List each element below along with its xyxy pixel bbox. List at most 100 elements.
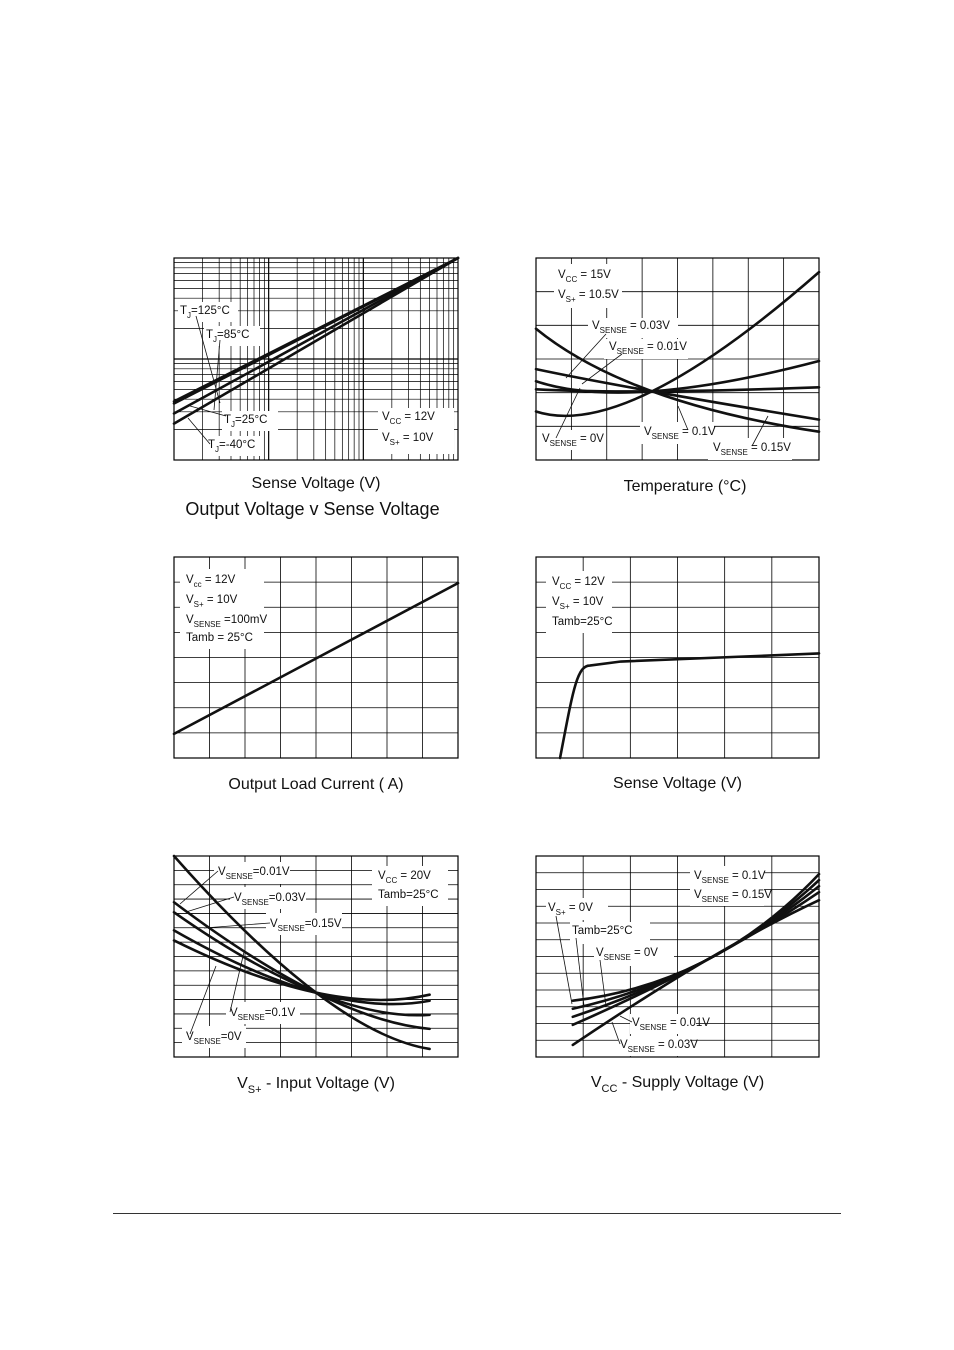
chart-sense-voltage-plot: VCC = 12V VS+ = 10V Tamb=25°C bbox=[535, 556, 821, 760]
chart-3-annotation-0: Vcc = 12V bbox=[186, 574, 236, 589]
chart-6-annotation-0: VS+ = 0V bbox=[548, 902, 593, 917]
chart-5-label-bg-0 bbox=[214, 862, 290, 884]
chart-output-load-current-plot: Vcc = 12V VS+ = 10V VSENSE =100mV Tamb = 25… bbox=[172, 556, 460, 759]
chart-1-label-bg-0 bbox=[178, 302, 238, 322]
chart-2-annotation-1: VS+ = 10.5V bbox=[558, 289, 619, 304]
chart-supply-voltage-plot: VS+ = 0V Tamb=25°C VSENSE = 0V VSENSE = 0.0… bbox=[535, 855, 821, 1058]
chart-6-leader-0 bbox=[555, 915, 573, 1005]
chart-1-series-2-line bbox=[172, 256, 460, 415]
chart-output-load-current: Vcc = 12V VS+ = 10V VSENSE =100mV Tamb = 25… bbox=[172, 556, 460, 759]
chart-4-grid bbox=[535, 556, 820, 759]
chart-5-label-bg-4 bbox=[182, 1026, 246, 1048]
chart-2-series-4-line bbox=[534, 327, 821, 434]
chart-2-annotation-3: VSENSE = 0.01V bbox=[609, 341, 687, 356]
chart-5-annotation-3: VSENSE=0.1V bbox=[230, 1007, 295, 1022]
chart-2-annotation-0: VCC = 15V bbox=[558, 269, 611, 284]
chart-6-annotation-3: VSENSE = 0.01V bbox=[632, 1017, 710, 1032]
chart-3-series-0-line bbox=[172, 581, 460, 736]
chart-2-leader-4 bbox=[751, 415, 769, 447]
chart-6-label-bg-5 bbox=[690, 866, 764, 906]
chart-1-label-bg-2 bbox=[222, 411, 278, 431]
chart-5-label-bg-5 bbox=[372, 866, 448, 906]
chart-temperature-plot: VCC = 15V VS+ = 10.5V VSENSE = 0.03V VSENSE… bbox=[534, 257, 821, 461]
chart-5-leader-2 bbox=[203, 922, 271, 929]
chart-1-annotation-4: VCC = 12V bbox=[382, 411, 435, 426]
chart-temperature: VCC = 15V VS+ = 10.5V VSENSE = 0.03V VSENSE… bbox=[534, 257, 821, 461]
chart-6-annotation-2: VSENSE = 0V bbox=[596, 947, 658, 962]
chart-5-xlabel-main: V bbox=[237, 1075, 248, 1092]
chart-4-annotation-0: VCC = 12V bbox=[552, 576, 605, 591]
chart-1-annotation-1: TJ=85°C bbox=[206, 329, 249, 344]
chart-3-annotation-3: Tamb = 25°C bbox=[186, 632, 253, 644]
chart-5-xlabel-sub: S+ bbox=[247, 1084, 262, 1096]
chart-5-annotation-5: VCC = 20V bbox=[378, 870, 431, 885]
chart-5-leader-3 bbox=[229, 951, 245, 1013]
chart-3-annotation-1: VS+ = 10V bbox=[186, 594, 238, 609]
chart-1-series-1-line bbox=[172, 256, 460, 405]
chart-sense-voltage: VCC = 12V VS+ = 10V Tamb=25°C bbox=[535, 556, 821, 760]
chart-2-annotation-2: VSENSE = 0.03V bbox=[592, 320, 670, 335]
chart-6-label-bg-3 bbox=[630, 1014, 696, 1034]
chart-6-leader-4 bbox=[611, 1021, 621, 1045]
chart-5-leader-0 bbox=[179, 870, 219, 905]
chart-2-label-bg-5 bbox=[708, 438, 792, 460]
chart-6-xlabel: VCC - Supply Voltage (V) bbox=[536, 1074, 819, 1095]
chart-6-leader-1 bbox=[575, 937, 585, 1007]
chart-6-label-bg-1 bbox=[570, 922, 650, 944]
chart-1-leader-3 bbox=[187, 417, 211, 445]
chart-6-label-bg-4 bbox=[618, 1036, 690, 1056]
chart-2-annotation-6: VSENSE = 0.15V bbox=[713, 442, 791, 457]
chart-6-leader-3 bbox=[619, 1015, 633, 1023]
chart-4-series-0-line bbox=[558, 652, 821, 760]
chart-input-voltage-plot: VSENSE=0.01V VSENSE=0.03V VSENSE=0.15V VSEN… bbox=[172, 854, 459, 1058]
chart-2-annotation-5: VSENSE = 0.1V bbox=[644, 426, 716, 441]
chart-3-label-bg-0 bbox=[180, 569, 264, 649]
chart-5-label-bg-1 bbox=[230, 887, 306, 909]
chart-1-label-bg-3 bbox=[204, 436, 262, 456]
chart-output-voltage: TJ=125°C TJ=85°C TJ=25°C TJ=-40°C VCC = 12V V… bbox=[172, 256, 460, 461]
chart-6-label-bg-2 bbox=[594, 944, 674, 966]
chart-2-leader-2 bbox=[555, 387, 581, 439]
chart-6-xlabel-sub: CC bbox=[601, 1083, 618, 1095]
chart-6-annotation-5: VSENSE = 0.1V bbox=[694, 870, 766, 885]
chart-output-voltage-plot: TJ=125°C TJ=85°C TJ=25°C TJ=-40°C VCC = 12V V… bbox=[172, 256, 460, 461]
chart-1-series-3-line bbox=[172, 256, 460, 425]
chart-5-xlabel-tail: - Input Voltage (V) bbox=[261, 1075, 395, 1092]
chart-5-annotation-1: VSENSE=0.03V bbox=[234, 892, 306, 907]
chart-5-label-bg-3 bbox=[226, 1002, 300, 1024]
chart-supply-voltage: VS+ = 0V Tamb=25°C VSENSE = 0V VSENSE = 0.0… bbox=[535, 855, 821, 1058]
footer-rule bbox=[113, 1213, 841, 1214]
chart-2-label-bg-1 bbox=[588, 318, 678, 338]
chart-5-annotation-0: VSENSE=0.01V bbox=[218, 866, 290, 881]
chart-2-xlabel: Temperature (°C) bbox=[623, 478, 747, 495]
chart-1-annotation-5: VS+ = 10V bbox=[382, 432, 434, 447]
chart-6-xlabel-main: V bbox=[590, 1074, 602, 1091]
chart-3-annotation-2: VSENSE =100mV bbox=[186, 614, 267, 629]
chart-5-leader-4 bbox=[189, 965, 217, 1035]
chart-5-annotation-2: VSENSE=0.15V bbox=[270, 918, 342, 933]
chart-5-label-bg-2 bbox=[266, 913, 342, 935]
chart-2-label-bg-3 bbox=[540, 430, 604, 450]
chart-6-series-4-line bbox=[571, 898, 821, 1047]
chart-6-annotation-4: VSENSE = 0.03V bbox=[620, 1039, 698, 1054]
chart-4-xlabel: Sense Voltage (V) bbox=[613, 775, 742, 792]
chart-3-xlabel: Output Load Current ( A) bbox=[228, 776, 404, 793]
chart-2-label-bg-4 bbox=[640, 422, 714, 444]
chart-6-leader-2 bbox=[599, 959, 607, 1007]
chart-input-voltage: VSENSE=0.01V VSENSE=0.03V VSENSE=0.15V VSEN… bbox=[172, 854, 459, 1058]
chart-1-label-bg-4 bbox=[378, 408, 454, 454]
chart-5-series-3-line bbox=[172, 929, 431, 1006]
chart-5-annotation-4: VSENSE=0V bbox=[186, 1031, 242, 1046]
chart-2-label-bg-2 bbox=[604, 339, 688, 359]
chart-5-annotation-6: Tamb=25°C bbox=[378, 889, 439, 901]
chart-5-series-4-line bbox=[172, 939, 431, 1002]
chart-2-leader-0 bbox=[565, 333, 607, 379]
chart-1-annotation-0: TJ=125°C bbox=[180, 305, 230, 320]
chart-4-annotation-1: VS+ = 10V bbox=[552, 596, 604, 611]
chart-6-annotation-6: VSENSE = 0.15V bbox=[694, 889, 772, 904]
chart-1-caption: Output Voltage v Sense Voltage bbox=[185, 499, 440, 519]
chart-4-label-bg-0 bbox=[546, 571, 612, 633]
chart-5-xlabel: VS+ - Input Voltage (V) bbox=[174, 1075, 458, 1096]
chart-6-annotation-1: Tamb=25°C bbox=[572, 925, 633, 937]
chart-6-label-bg-0 bbox=[546, 898, 608, 920]
